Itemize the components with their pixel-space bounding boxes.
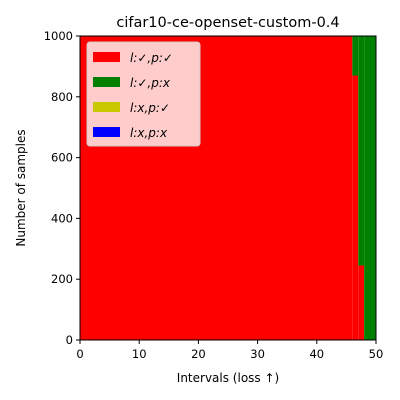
y-axis-label: Number of samples [14,129,28,246]
legend-label-1: l:✓,p:x [130,76,171,90]
legend: l:✓,p:✓ l:✓,p:x l:x,p:✓ l:x,p:x [86,41,201,147]
x-tick-label: 50 [369,347,384,361]
x-tick-label: 0 [76,347,83,361]
legend-swatch-3 [93,127,120,137]
bar-segment-3-1 [364,36,376,340]
bar-segment-2-0 [358,265,365,340]
x-tick-label: 20 [191,347,206,361]
x-axis-label: Intervals (loss ↑) [177,371,279,385]
bar-segment-1-1 [352,36,359,76]
x-tick-label: 40 [309,347,324,361]
legend-swatch-1 [93,77,120,87]
y-tick-label: 800 [51,90,73,104]
y-tick-label: 0 [66,333,73,347]
chart-title: cifar10-ce-openset-custom-0.4 [116,15,339,31]
y-tick-label: 1000 [44,29,73,43]
legend-swatch-0 [93,52,120,62]
y-tick-label: 200 [51,272,73,286]
y-tick-label: 600 [51,151,73,165]
y-tick-label: 400 [51,211,73,225]
y-axis: 0 200 400 600 800 1000 [44,29,80,347]
x-tick-label: 10 [132,347,147,361]
x-axis: 0 10 20 30 40 50 [76,340,383,361]
x-tick-label: 30 [250,347,265,361]
legend-label-3: l:x,p:x [130,126,168,140]
bar-segment-2-1 [358,36,365,266]
legend-box [86,41,201,147]
bar-segment-1-0 [352,75,359,341]
legend-label-0: l:✓,p:✓ [130,51,173,65]
legend-label-2: l:x,p:✓ [130,101,170,115]
plot-frame [79,35,377,341]
legend-swatch-2 [93,102,120,112]
